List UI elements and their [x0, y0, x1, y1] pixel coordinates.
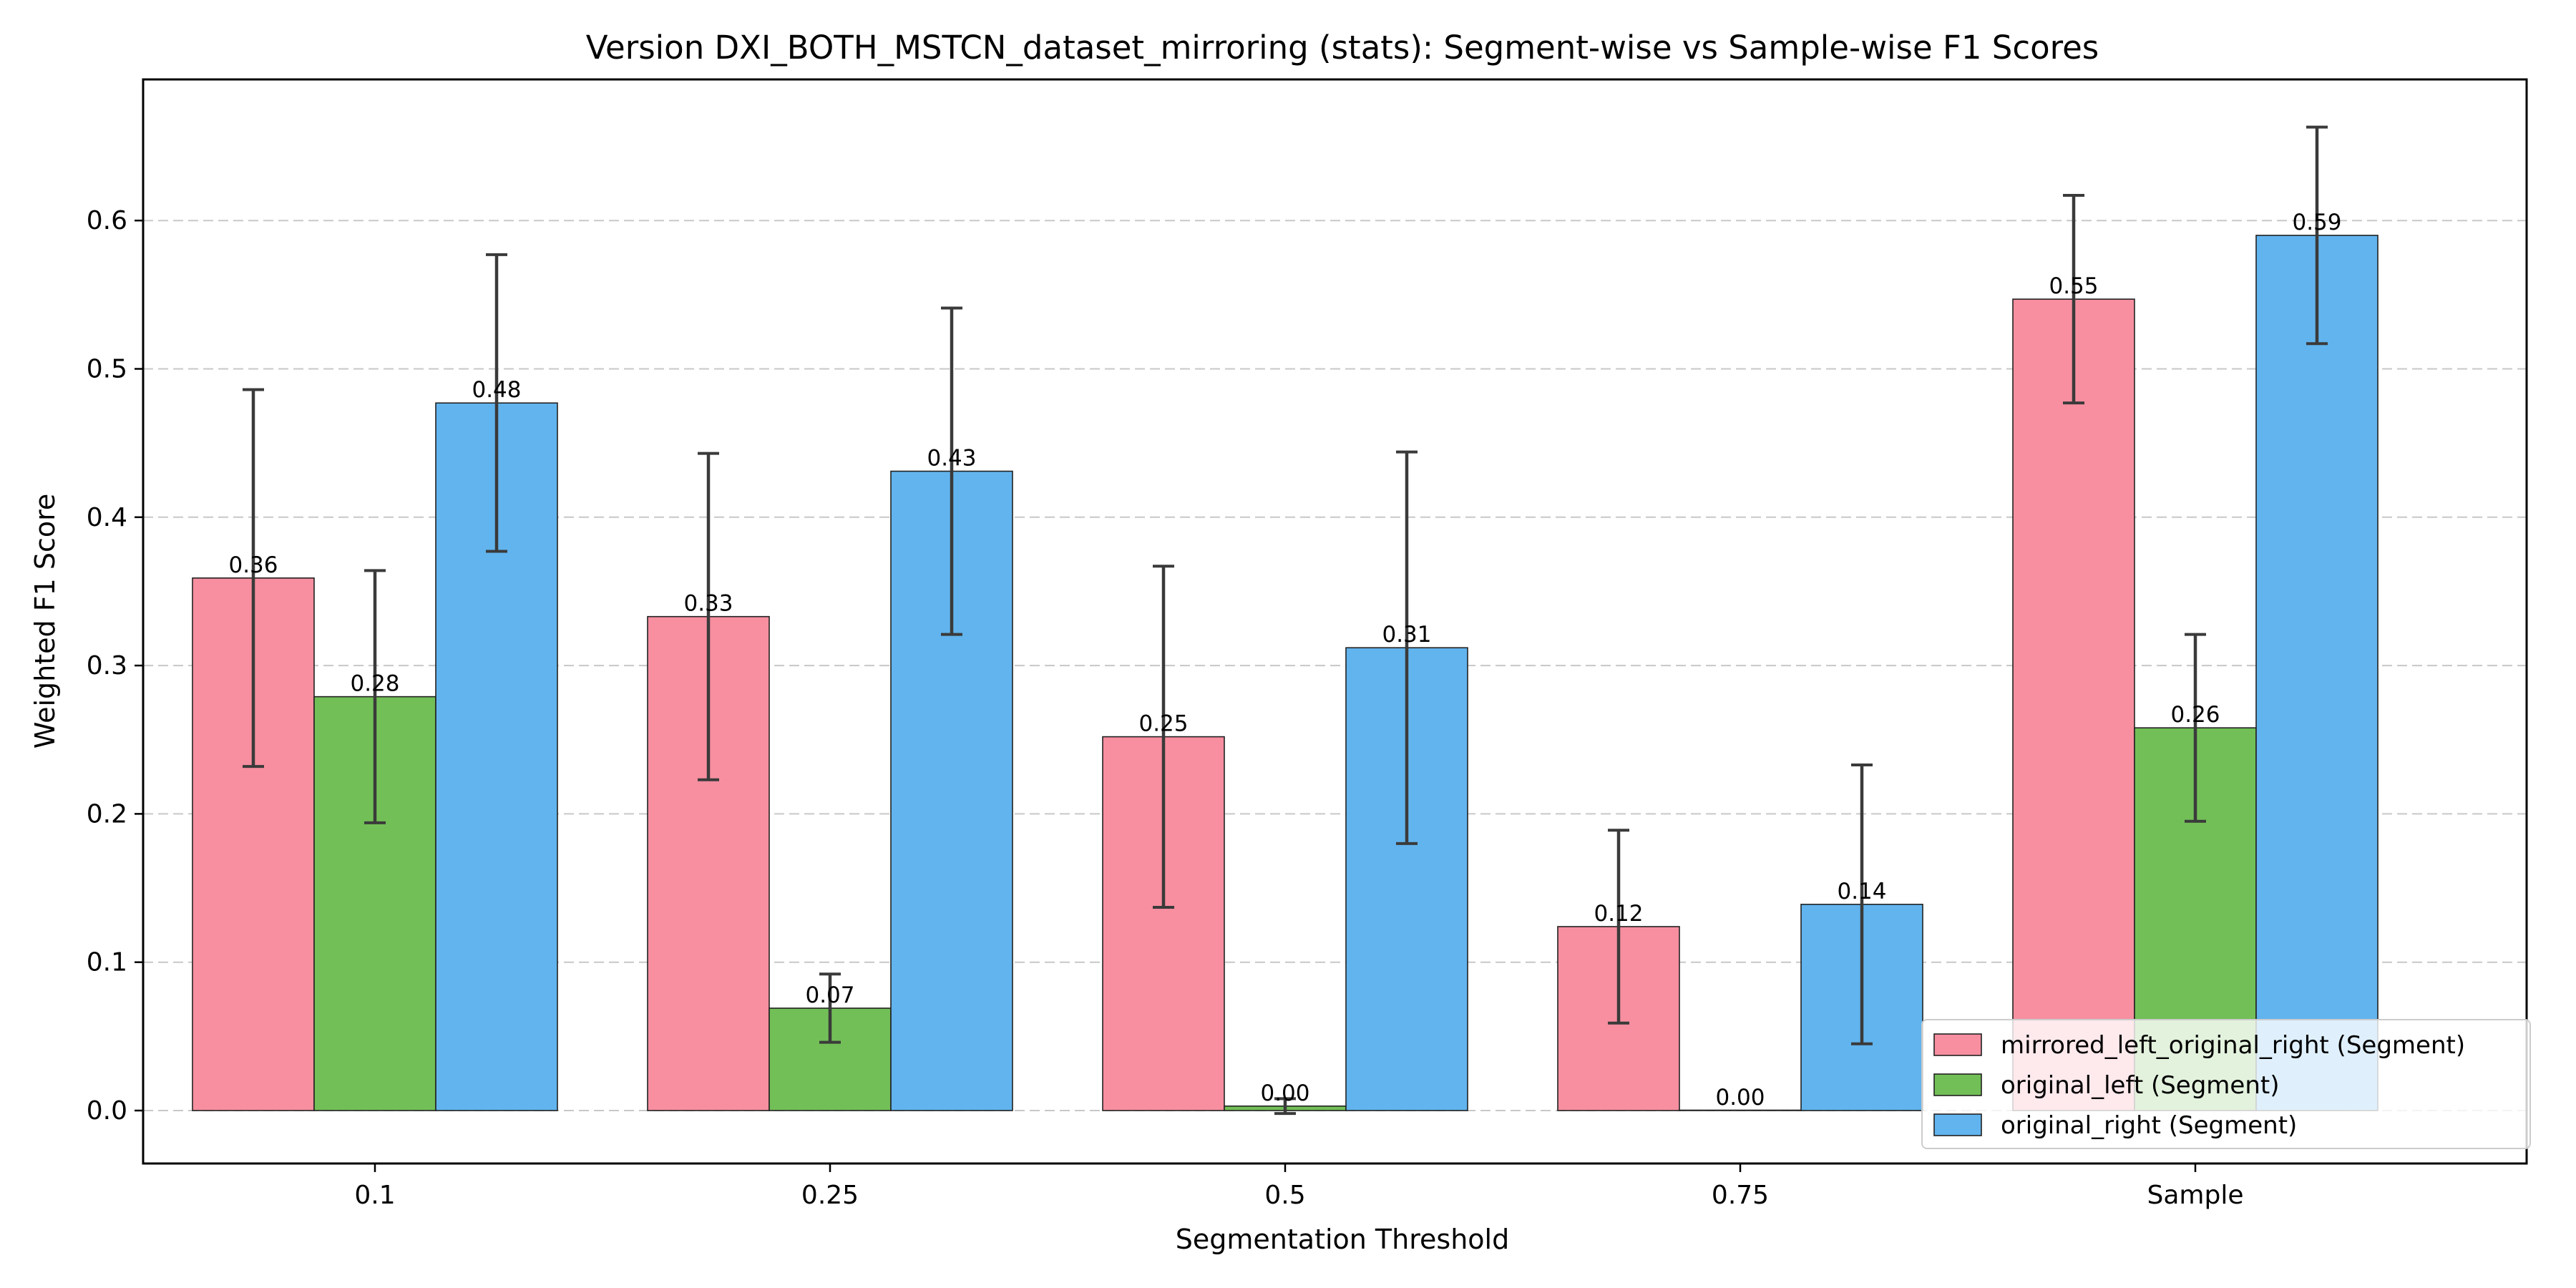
value-label-2-2: 0.31 [1382, 622, 1431, 648]
value-label-0-2: 0.25 [1138, 711, 1188, 737]
y-tick-label: 0.1 [87, 948, 127, 977]
y-tick-label: 0.3 [87, 651, 127, 680]
legend-swatch-1 [1933, 1073, 1982, 1096]
x-tick-label: 0.75 [1712, 1181, 1769, 1210]
bar-0-4 [2012, 298, 2135, 1111]
value-label-1-1: 0.07 [805, 982, 854, 1008]
value-label-1-0: 0.28 [350, 671, 399, 697]
value-labels: 0.36 0.33 0.25 0.12 0.55 0.28 0.07 0.00 0.00 0.26… [228, 210, 2341, 1111]
x-axis-label: Segmentation Threshold [1176, 1224, 1509, 1255]
legend-label-1: original_left (Segment) [2001, 1071, 2280, 1100]
legend: mirrored_left_original_right (Segment) or… [1921, 1019, 2531, 1149]
chart-title: Version DXI_BOTH_MSTCN_dataset_mirroring… [586, 29, 2099, 67]
legend-label-0: mirrored_left_original_right (Segment) [2001, 1031, 2465, 1060]
value-label-0-1: 0.33 [683, 591, 733, 617]
legend-swatch-0 [1933, 1033, 1982, 1056]
y-tick-label: 0.2 [87, 799, 127, 829]
x-axis-ticks: 0.1 0.25 0.5 0.75 Sample [354, 1163, 2243, 1210]
x-tick-label: 0.25 [801, 1181, 859, 1210]
legend-box [1921, 1019, 2531, 1149]
value-label-2-0: 0.48 [472, 377, 521, 403]
y-tick-label: 0.0 [87, 1096, 127, 1126]
value-label-0-3: 0.12 [1594, 901, 1643, 927]
y-axis-ticks: 0.0 0.1 0.2 0.3 0.4 0.5 0.6 [87, 206, 143, 1126]
value-label-1-4: 0.26 [2170, 702, 2220, 728]
value-label-2-3: 0.14 [1837, 879, 1886, 904]
bar-2-4 [2255, 235, 2379, 1111]
x-tick-label: 0.1 [354, 1181, 395, 1210]
y-tick-label: 0.5 [87, 355, 127, 384]
legend-swatch-2 [1933, 1113, 1982, 1136]
x-tick-label: 0.5 [1264, 1181, 1305, 1210]
y-tick-label: 0.4 [87, 503, 127, 532]
value-label-2-1: 0.43 [927, 446, 976, 472]
x-tick-label: Sample [2147, 1181, 2244, 1210]
legend-label-2: original_right (Segment) [2001, 1111, 2297, 1140]
y-axis-label: Weighted F1 Score [29, 494, 61, 749]
value-label-1-2: 0.00 [1260, 1080, 1309, 1106]
value-label-2-4: 0.59 [2292, 210, 2341, 235]
value-label-0-4: 0.55 [2049, 273, 2098, 299]
value-label-1-3: 0.00 [1715, 1085, 1765, 1111]
y-tick-label: 0.6 [87, 206, 127, 235]
plot-frame [142, 78, 2528, 1165]
bar-2-2 [1345, 647, 1468, 1111]
value-label-0-0: 0.36 [228, 552, 278, 578]
error-bars [243, 125, 2328, 1116]
